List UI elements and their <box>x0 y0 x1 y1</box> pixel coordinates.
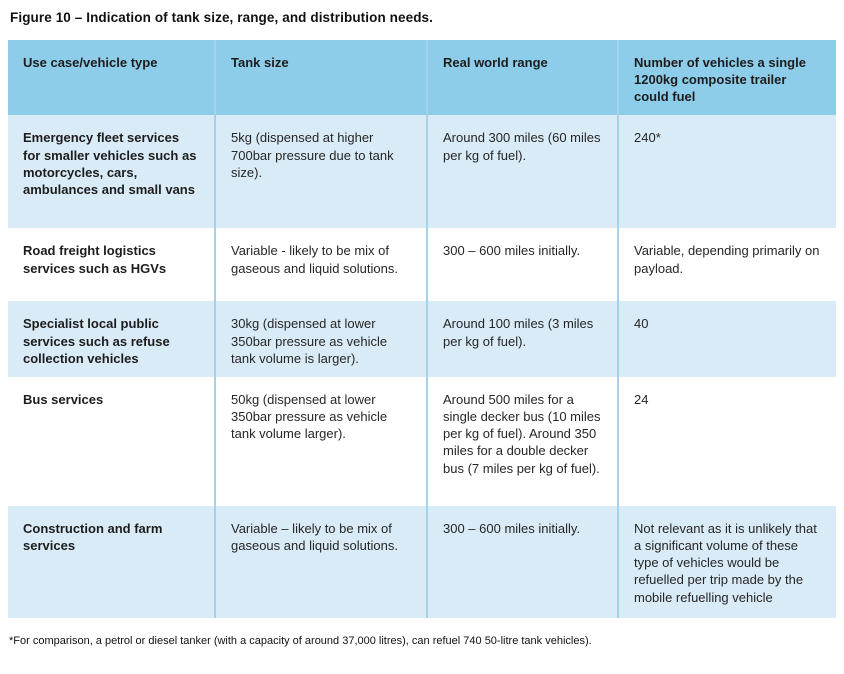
cell-use-case: Construction and farm services <box>8 505 215 618</box>
table-row: Bus services 50kg (dispensed at lower 35… <box>8 376 836 506</box>
cell-tank-size: 50kg (dispensed at lower 350bar pressure… <box>214 376 427 506</box>
cell-use-case: Specialist local public services such as… <box>8 301 215 377</box>
table-row: Emergency fleet services for smaller veh… <box>8 115 836 229</box>
column-header-use-case: Use case/vehicle type <box>8 40 215 116</box>
cell-range: 300 – 600 miles initially. <box>426 505 618 618</box>
cell-use-case: Road freight logistics services such as … <box>8 228 215 302</box>
cell-use-case: Bus services <box>8 376 215 506</box>
cell-tank-size: 5kg (dispensed at higher 700bar pressure… <box>214 115 427 229</box>
cell-range: Around 100 miles (3 miles per kg of fuel… <box>426 301 618 377</box>
column-header-tank-size: Tank size <box>214 40 427 116</box>
cell-tank-size: 30kg (dispensed at lower 350bar pressure… <box>214 301 427 377</box>
cell-vehicles-fueled: 240* <box>617 115 836 229</box>
cell-vehicles-fueled: Not relevant as it is unlikely that a si… <box>617 505 836 618</box>
table-row: Specialist local public services such as… <box>8 301 836 377</box>
cell-range: 300 – 600 miles initially. <box>426 228 618 302</box>
cell-range: Around 500 miles for a single decker bus… <box>426 376 618 506</box>
figure-title: Figure 10 – Indication of tank size, ran… <box>10 10 434 25</box>
cell-range: Around 300 miles (60 miles per kg of fue… <box>426 115 618 229</box>
cell-vehicles-fueled: 24 <box>617 376 836 506</box>
table-row: Construction and farm services Variable … <box>8 505 836 618</box>
table-header-row: Use case/vehicle type Tank size Real wor… <box>8 40 836 116</box>
cell-vehicles-fueled: 40 <box>617 301 836 377</box>
column-header-range: Real world range <box>426 40 618 116</box>
cell-tank-size: Variable - likely to be mix of gaseous a… <box>214 228 427 302</box>
table-row: Road freight logistics services such as … <box>8 228 836 302</box>
cell-vehicles-fueled: Variable, depending primarily on payload… <box>617 228 836 302</box>
cell-use-case: Emergency fleet services for smaller veh… <box>8 115 215 229</box>
tank-size-table: Use case/vehicle type Tank size Real wor… <box>8 40 836 618</box>
cell-tank-size: Variable – likely to be mix of gaseous a… <box>214 505 427 618</box>
figure-footnote: *For comparison, a petrol or diesel tank… <box>9 634 592 647</box>
column-header-vehicles-fueled: Number of vehicles a single 1200kg compo… <box>617 40 836 116</box>
